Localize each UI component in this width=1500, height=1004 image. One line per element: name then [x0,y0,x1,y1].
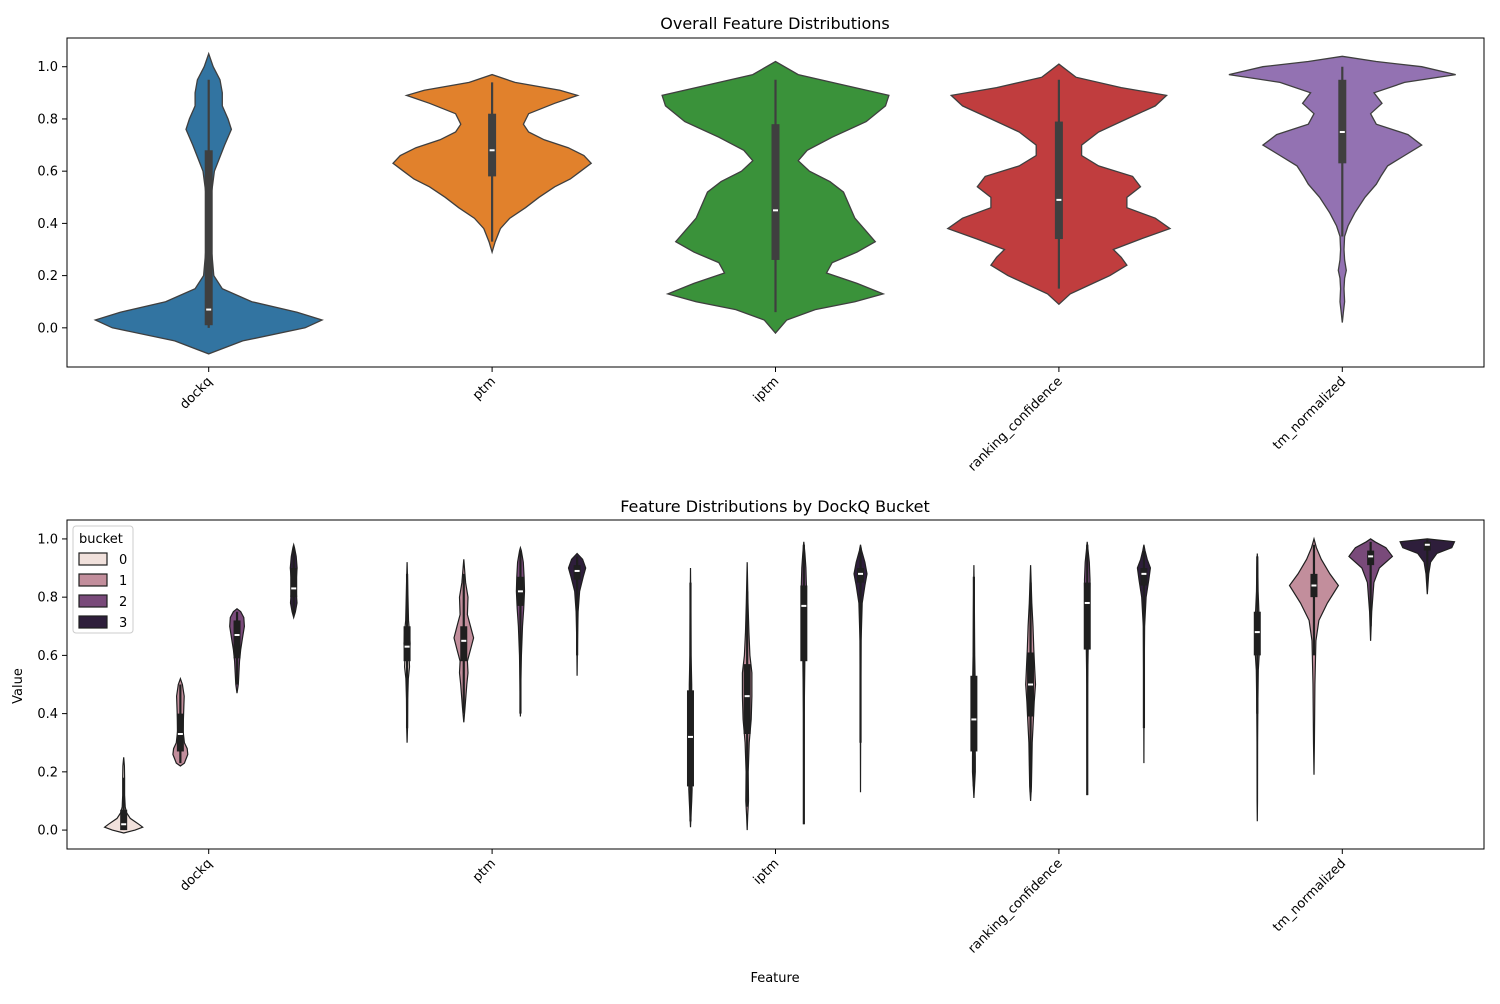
violin-median [404,645,410,648]
legend-label: 1 [119,574,127,589]
violin-median [1254,631,1260,634]
violin-median [517,590,523,593]
x-tick-label: dockq [177,856,215,894]
violin-median [234,634,240,637]
x-tick-label: tm_normalized [1270,374,1349,453]
violin-iqr-box [403,626,411,662]
x-tick-label: ranking_confidence [965,856,1065,956]
violin-iqr-box [1140,568,1148,586]
violin-median [971,718,977,721]
violin-median [1084,601,1090,604]
violin-iqr-box [970,675,978,752]
violin-iqr-box [176,713,184,752]
y-tick-label: 0.4 [37,707,58,722]
x-tick-label: ptm [470,856,499,885]
violin-median [1141,572,1147,575]
legend-label: 0 [119,553,127,568]
violin-median [574,569,580,572]
violin-iqr-box [743,664,751,734]
violin-iqr-box [120,809,128,831]
legend-title: bucket [79,532,123,547]
violin-iqr-box [800,585,808,662]
x-tick-label: iptm [751,374,783,406]
legend-label: 3 [119,616,127,631]
y-tick-label: 0.6 [37,649,58,664]
p1-violins [93,51,1456,355]
violin-iqr-box [1423,541,1431,551]
violin-iqr-box [204,150,213,326]
violin-iqr-box [771,124,780,260]
violin-median [1056,198,1062,201]
y-tick-label: 0.2 [37,765,58,780]
x-tick-label: dockq [177,374,215,412]
violin-median [461,639,467,642]
x-tick-label: ranking_confidence [965,374,1065,474]
y-tick-label: 1.0 [37,532,58,547]
x-tick-label: iptm [751,856,783,888]
legend-label: 2 [119,595,127,610]
p2-x-label: Feature [750,971,799,986]
violin-median [744,695,750,698]
violin-iqr-box [1054,121,1063,240]
violin-iqr-box [290,568,298,598]
violin-iqr-box [857,568,865,583]
y-tick-label: 0.2 [37,269,58,284]
p2-violins [103,536,1456,834]
violin-median [206,308,212,311]
violin-iqr-box [686,690,694,787]
violin-median [801,604,807,607]
violin-median [687,735,693,738]
legend-swatch [78,615,108,629]
legend-swatch [78,552,108,566]
violin-median [773,209,778,212]
violin-iqr-box [573,565,581,580]
p2-axes-frame [66,519,1485,850]
violin-median [1424,543,1430,546]
violin-iqr-box [1083,582,1091,650]
violin-median [177,732,183,735]
chart-by-bucket: Feature Distributions by DockQ Bucket 0.… [11,497,1485,986]
violin-median [1368,555,1374,558]
p1-x-axis: dockq ptm iptm ranking_confidence tm_normali… [177,367,1349,475]
violin-iqr-box [460,626,468,662]
y-tick-label: 0.6 [37,165,58,180]
y-tick-label: 0.8 [37,591,58,606]
y-tick-label: 0.0 [37,321,58,336]
legend: bucket 0 1 2 3 [72,525,134,634]
violin-median [121,823,127,826]
violin-median [858,572,864,575]
violin-iqr-box [1338,79,1347,164]
y-tick-label: 0.8 [37,112,58,127]
chart-title-by-bucket: Feature Distributions by DockQ Bucket [620,497,930,516]
violin-iqr-box [233,620,241,659]
violin-iqr-box [1253,611,1261,656]
x-tick-label: tm_normalized [1270,856,1349,935]
p2-y-axis: 0.0 0.2 0.4 0.6 0.8 1.0 [37,532,67,839]
p2-y-label: Value [11,668,26,704]
violin-median [1028,683,1034,686]
p1-y-axis: 0.0 0.2 0.4 0.6 0.8 1.0 [37,60,67,336]
y-tick-label: 0.4 [37,217,58,232]
y-tick-label: 1.0 [37,60,58,75]
p2-x-axis: dockq ptm iptm ranking_confidence tm_normali… [177,849,1349,957]
violin-median [489,149,495,152]
violin-iqr-box [488,113,497,177]
x-tick-label: ptm [470,374,499,403]
violin-median [1311,584,1317,587]
violin-body [1288,536,1340,775]
legend-swatch [78,594,108,608]
violin-iqr-box [1367,550,1375,566]
violin-median [291,587,297,590]
chart-title-overall: Overall Feature Distributions [660,14,890,33]
legend-swatch [78,573,108,587]
violin-median [1339,131,1345,133]
chart-overall: Overall Feature Distributions 0.00.20.40… [37,14,1485,475]
y-tick-label: 0.0 [37,824,58,839]
